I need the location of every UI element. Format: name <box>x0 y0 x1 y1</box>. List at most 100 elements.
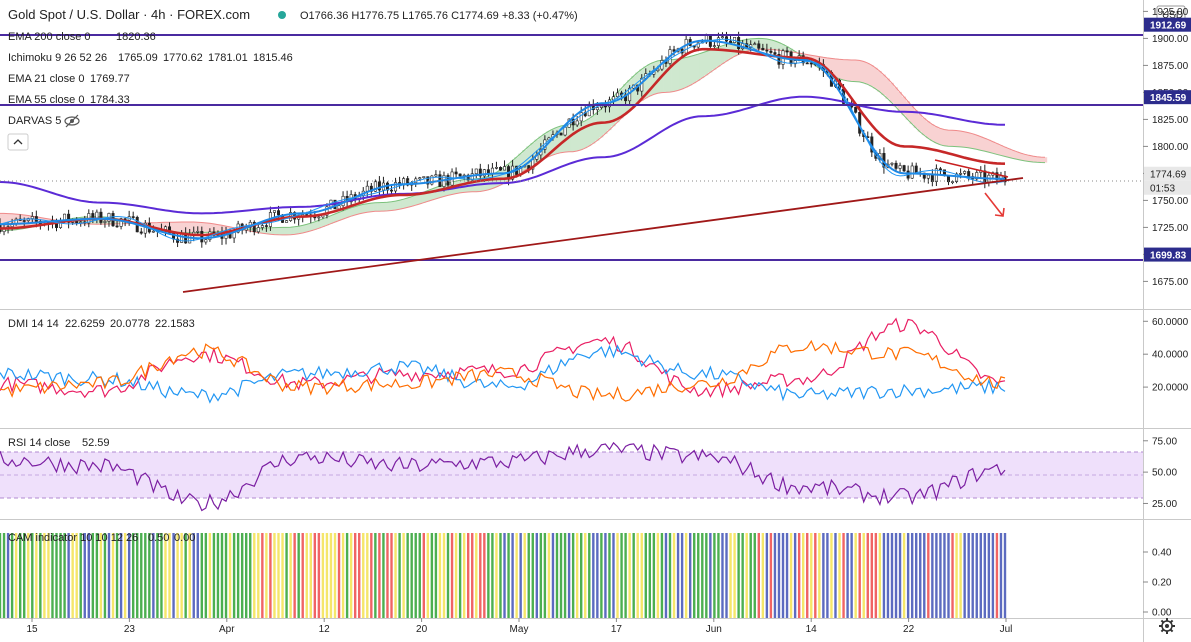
cam-bar <box>200 533 204 618</box>
time-tick-label: 23 <box>124 624 136 635</box>
cam-label[interactable]: CAM indicator 10 10 12 26 <box>8 532 138 544</box>
cam-bar <box>882 533 886 618</box>
candle-body <box>103 221 107 223</box>
dmi-label[interactable]: DMI 14 14 <box>8 318 59 330</box>
cam-bar <box>555 533 559 618</box>
cam-bar <box>152 533 155 618</box>
symbol-title[interactable]: Gold Spot / U.S. Dollar · 4h · FOREX.com <box>8 7 250 22</box>
candle-body <box>910 165 914 179</box>
cam-bar <box>910 533 914 618</box>
time-axis[interactable]: 15 23 Apr 12 20 May 17 Jun 14 22 Jul <box>26 618 1012 635</box>
trendline-support[interactable] <box>182 177 1024 293</box>
candle-body <box>809 62 813 65</box>
cam-bar <box>939 533 942 618</box>
candle-body <box>422 176 426 178</box>
cam-value-2: 0.00 <box>174 532 195 544</box>
settings-gear-icon[interactable] <box>1159 618 1175 634</box>
cam-bar <box>95 533 99 618</box>
ema21-label[interactable]: EMA 21 close 0 <box>8 73 84 85</box>
cam-bar <box>394 533 397 618</box>
cam-bar <box>995 533 999 618</box>
time-tick-label: 20 <box>416 624 428 635</box>
cam-bar <box>265 533 268 618</box>
cam-bar <box>810 533 813 618</box>
cam-bar <box>983 533 987 618</box>
cam-bar <box>325 533 329 618</box>
cam-bar <box>220 533 224 618</box>
price-tag-label: 1774.69 <box>1150 170 1187 181</box>
cam-bar <box>245 533 248 618</box>
cam-bar <box>43 533 46 618</box>
cam-bar <box>535 533 539 618</box>
price-axis[interactable]: USD 1675.001700.001725.001750.001775.001… <box>1143 5 1191 288</box>
cam-bar <box>374 533 377 618</box>
cam-bar <box>737 533 740 618</box>
cam-bar <box>422 533 425 618</box>
cam-bar <box>458 533 462 618</box>
cam-bar <box>14 533 18 618</box>
price-tick-label: 1825.00 <box>1152 115 1189 126</box>
candle-body <box>926 174 930 179</box>
price-tick-label: 1875.00 <box>1152 61 1189 72</box>
trendline-down[interactable] <box>934 159 1009 178</box>
cam-bar <box>979 533 982 618</box>
projection-arrow[interactable] <box>984 192 1004 217</box>
eye-hidden-icon[interactable] <box>64 114 80 128</box>
cam-bar <box>951 533 954 618</box>
candle-body <box>204 239 208 243</box>
rsi-axis[interactable]: 25.00 50.00 75.00 <box>1143 436 1177 510</box>
cam-bar <box>874 533 878 618</box>
cam-bar <box>584 533 587 618</box>
candle-body <box>458 173 462 177</box>
candle-body <box>131 216 135 218</box>
ema200-line <box>0 95 1006 215</box>
price-tick-label: 1925.00 <box>1152 7 1189 18</box>
candle-body <box>22 220 26 222</box>
ema55-line <box>0 47 1006 237</box>
ichimoku-label[interactable]: Ichimoku 9 26 52 26 <box>8 52 107 64</box>
candle-body <box>474 168 478 174</box>
cam-bars <box>0 533 1007 618</box>
cam-bar <box>23 533 26 618</box>
cam-bar <box>188 533 191 618</box>
time-tick-label: 17 <box>611 624 623 635</box>
candle-body <box>317 216 321 219</box>
price-tag-label: 01:53 <box>1150 184 1175 195</box>
cam-bar <box>709 533 712 618</box>
ema55-label[interactable]: EMA 55 close 0 <box>8 94 84 106</box>
dmi-axis[interactable]: 20.0000 40.0000 60.0000 <box>1143 317 1189 394</box>
dmi-value-1: 22.6259 <box>65 318 105 330</box>
cam-bar <box>652 533 656 618</box>
cam-bar <box>721 533 724 618</box>
candle-body <box>890 162 894 165</box>
candle-body <box>99 211 103 223</box>
cam-bar <box>475 533 478 618</box>
cam-axis[interactable]: 0.00 0.20 0.40 <box>1143 548 1172 619</box>
rsi-label[interactable]: RSI 14 close <box>8 437 70 449</box>
ema55-value: 1784.33 <box>90 94 130 106</box>
candle-body <box>430 175 434 185</box>
collapse-legend-button[interactable] <box>7 133 29 151</box>
candle-body <box>406 178 410 186</box>
candle-body <box>753 43 757 46</box>
cam-bar <box>47 533 50 618</box>
cam-bar <box>426 533 430 618</box>
price-tag-bg <box>1144 247 1191 262</box>
cam-bar <box>801 533 805 618</box>
darvas-label[interactable]: DARVAS 5 <box>8 115 61 127</box>
candle-body <box>599 105 603 108</box>
price-tick-label: 1675.00 <box>1152 277 1189 288</box>
cam-bar <box>971 533 974 618</box>
cam-bar <box>208 533 212 618</box>
cam-bar <box>366 533 369 618</box>
cam-bar <box>341 533 345 618</box>
cam-bar <box>640 533 643 618</box>
main-pane[interactable] <box>0 0 1143 308</box>
candle-body <box>115 225 119 228</box>
cam-bar <box>297 533 300 618</box>
cam-bar <box>131 533 135 618</box>
chevron-up-icon <box>13 139 23 145</box>
price-tag-label: 1699.83 <box>1150 251 1187 262</box>
cam-bar <box>793 533 797 618</box>
ema200-label[interactable]: EMA 200 close 0 <box>8 31 91 43</box>
